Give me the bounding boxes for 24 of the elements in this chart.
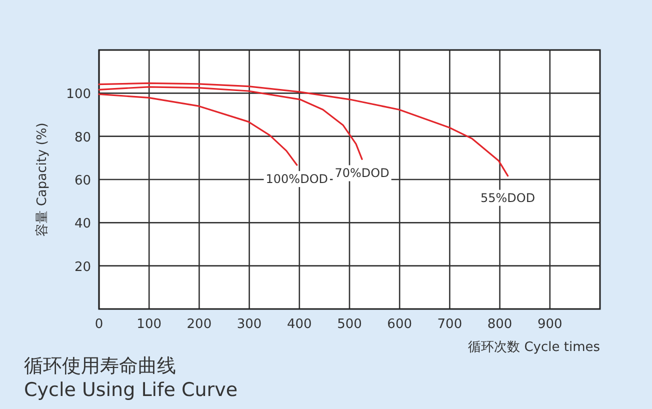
x-tick-label: 900 xyxy=(537,317,562,332)
y-tick-label: 80 xyxy=(74,130,91,146)
x-tick-label: 300 xyxy=(236,317,262,332)
series-label: 70%DOD xyxy=(334,166,390,180)
y-tick-label: 100 xyxy=(66,87,91,102)
x-tick-label: 700 xyxy=(437,317,462,332)
line-series xyxy=(98,93,298,166)
y-tick-label: 20 xyxy=(74,260,91,275)
text: Cycle Using Life Curve xyxy=(24,379,238,401)
x-tick-label: 800 xyxy=(487,317,512,332)
x-axis-title: 循环次数 Cycle times xyxy=(468,340,600,355)
y-tick-label: 40 xyxy=(74,216,91,232)
line-series xyxy=(98,86,363,160)
x-tick-label: 100 xyxy=(136,317,162,332)
y-tick-label: 60 xyxy=(74,174,91,188)
series-label: 100%DOD xyxy=(266,172,328,186)
x-tick-label: 500 xyxy=(337,317,362,332)
x-tick-label: 0 xyxy=(94,317,104,332)
series-label: 55%DOD xyxy=(480,190,536,205)
x-tick-label: 400 xyxy=(286,317,312,332)
x-tick-label: 200 xyxy=(186,317,212,332)
text: 循环使用寿命曲线 xyxy=(24,355,176,377)
x-tick-label: 600 xyxy=(387,317,412,332)
y-axis-title: 容量 Capacity (%) xyxy=(34,122,50,236)
